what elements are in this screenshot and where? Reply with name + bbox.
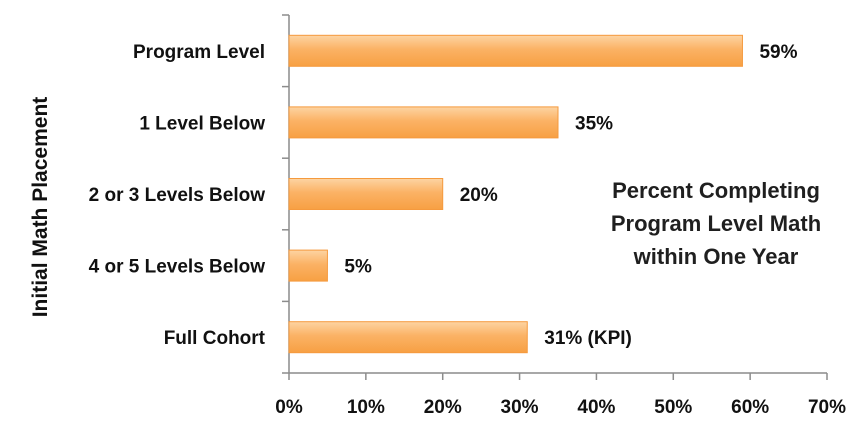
data-label: 35%: [575, 113, 613, 134]
x-tick-label: 60%: [731, 397, 769, 418]
x-tick-label: 70%: [808, 397, 846, 418]
category-label: 2 or 3 Levels Below: [89, 185, 266, 206]
bar: [288, 178, 444, 210]
data-labels: 59% 35% 20% 5% 31% (KPI): [344, 42, 797, 349]
annotation-line: Percent Completing: [612, 178, 820, 203]
data-label: 59%: [759, 42, 797, 63]
bar: [288, 249, 328, 282]
x-tick-label: 0%: [275, 397, 303, 418]
category-label: 1 Level Below: [139, 113, 265, 134]
annotation-line: Program Level Math: [611, 211, 821, 236]
category-labels: Program Level 1 Level Below 2 or 3 Levels …: [89, 42, 266, 349]
x-tick-label: 20%: [424, 397, 462, 418]
x-tick-labels: 0% 10% 20% 30% 40% 50% 60% 70%: [275, 397, 846, 418]
data-label: 31% (KPI): [544, 328, 632, 349]
bar: [288, 106, 559, 139]
data-label: 5%: [344, 257, 372, 278]
bar: [288, 34, 743, 67]
x-tick-label: 50%: [654, 397, 692, 418]
category-label: Program Level: [133, 42, 265, 63]
y-axis-title: Initial Math Placement: [29, 97, 52, 318]
x-tick-label: 40%: [577, 397, 615, 418]
bars: [288, 34, 743, 354]
annotation-line: within One Year: [633, 244, 799, 269]
data-label: 20%: [460, 185, 498, 206]
bar: [288, 321, 528, 354]
category-label: Full Cohort: [164, 328, 266, 349]
category-label: 4 or 5 Levels Below: [89, 257, 266, 278]
x-tick-label: 30%: [501, 397, 539, 418]
annotation: Percent Completing Program Level Math with…: [611, 178, 821, 269]
x-tick-label: 10%: [347, 397, 385, 418]
